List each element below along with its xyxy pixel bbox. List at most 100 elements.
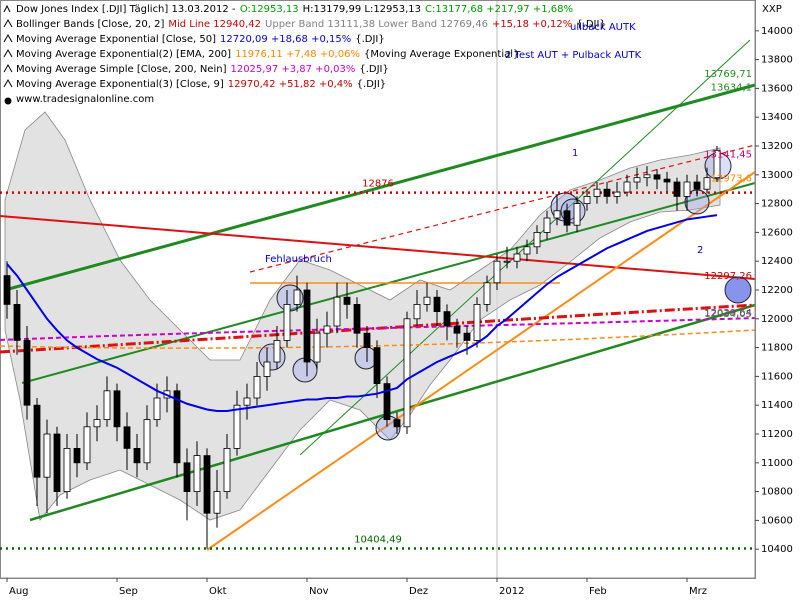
candle-body bbox=[253, 375, 261, 399]
candle-body bbox=[273, 339, 281, 363]
candle-body bbox=[503, 260, 511, 263]
ema200-line bbox=[0, 329, 756, 349]
y-tick-label: 13200 bbox=[761, 141, 793, 152]
legend-row: Moving Average Exponential [Close, 50] 12… bbox=[16, 34, 385, 45]
x-tick-label: Feb bbox=[589, 586, 607, 597]
legend-text: 12970,42 +51,82 +0,4% bbox=[228, 79, 353, 90]
candle-body bbox=[263, 361, 271, 377]
legend-text: {Moving Average Exponential} bbox=[364, 49, 519, 60]
legend-text: Upper Band 13111,38 Lower Band 12769,46 bbox=[265, 19, 488, 30]
candle-body bbox=[83, 426, 91, 464]
candle-body bbox=[153, 397, 161, 421]
legend-text: www.tradesignalonline.com bbox=[16, 94, 154, 105]
candle-body bbox=[73, 447, 81, 464]
annotation: 2 bbox=[697, 245, 703, 256]
legend-text: {.DJI} bbox=[355, 34, 385, 45]
price-label: 12297,26 bbox=[704, 271, 752, 282]
candle-body bbox=[383, 383, 391, 421]
candle-body bbox=[433, 296, 441, 313]
annotation: 1 bbox=[572, 148, 578, 159]
trend-line bbox=[29, 303, 756, 522]
legend-row: Moving Average Exponential(2) [EMA, 200]… bbox=[16, 49, 519, 60]
y-tick-label: 10400 bbox=[761, 544, 793, 555]
candle-body bbox=[393, 419, 401, 428]
legend-text: Moving Average Simple [Close, 200, Nein] bbox=[16, 64, 227, 75]
candle-body bbox=[13, 303, 21, 341]
legend-text: Moving Average Exponential(3) [Close, 9] bbox=[16, 79, 224, 90]
y-tick-label: 12800 bbox=[761, 199, 793, 210]
candle-body bbox=[23, 339, 31, 406]
y-tick-label: 10600 bbox=[761, 515, 793, 526]
legend-row: Bollinger Bands [Close, 20, 2] Mid Line 1… bbox=[16, 19, 606, 30]
candle-body bbox=[693, 181, 701, 190]
price-label: 13769,71 bbox=[704, 69, 752, 80]
legend-text: C:13177,68 +217,97 +1,68% bbox=[425, 4, 573, 15]
candle-body bbox=[243, 397, 251, 406]
price-label: 12973,6 bbox=[711, 174, 752, 185]
candle-body bbox=[553, 210, 561, 219]
candle-body bbox=[713, 149, 721, 179]
y-tick-label: 12200 bbox=[761, 285, 793, 296]
candle-body bbox=[633, 177, 641, 183]
legend-text: Mid Line 12940,42 bbox=[168, 19, 261, 30]
legend-text: Dow Jones Index [.DJI] Täglich] 13.03.20… bbox=[16, 4, 236, 15]
candle-body bbox=[473, 303, 481, 341]
y-tick-label: 13000 bbox=[761, 170, 793, 181]
candle-body bbox=[43, 433, 51, 478]
y-tick-label: 14000 bbox=[761, 26, 793, 37]
candle-body bbox=[703, 177, 711, 190]
candle-body bbox=[353, 303, 361, 334]
x-tick-label: Aug bbox=[9, 586, 29, 597]
legend-text: {.DJI} bbox=[576, 19, 606, 30]
candle-body bbox=[373, 347, 381, 385]
legend-text: Moving Average Exponential(2) [EMA, 200] bbox=[16, 49, 231, 60]
annotation: 2 Test AUT + Pulback AUTK bbox=[505, 50, 642, 61]
candle-body bbox=[423, 296, 431, 305]
legend-text: Moving Average Exponential [Close, 50] bbox=[16, 34, 216, 45]
legend-text: H:13179,99 L:12953,13 bbox=[303, 4, 421, 15]
legend-text: O:12953,13 bbox=[240, 4, 299, 15]
candle-body bbox=[293, 289, 301, 305]
candle-body bbox=[653, 174, 661, 180]
trend-line bbox=[0, 215, 756, 280]
candle-body bbox=[543, 217, 551, 233]
level-label: 12876 bbox=[362, 179, 394, 190]
candle-body bbox=[223, 447, 231, 492]
legend-text: Bollinger Bands [Close, 20, 2] bbox=[16, 19, 164, 30]
annotation: Fehlausbruch bbox=[265, 254, 332, 265]
price-label: 13141,45 bbox=[704, 149, 752, 160]
legend-row: Dow Jones Index [.DJI] Täglich] 13.03.20… bbox=[16, 4, 573, 15]
price-label: 12039,64 bbox=[704, 308, 752, 319]
candle-body bbox=[513, 253, 521, 262]
y-tick-label: 12400 bbox=[761, 256, 793, 267]
legend-text: +15,18 +0,12% bbox=[492, 19, 572, 30]
candle-body bbox=[233, 404, 241, 449]
corner-label: XXP bbox=[762, 4, 782, 15]
candle-body bbox=[33, 404, 41, 478]
y-tick-label: 13800 bbox=[761, 55, 793, 66]
y-tick-label: 12600 bbox=[761, 227, 793, 238]
legend-row: Moving Average Simple [Close, 200, Nein]… bbox=[16, 64, 389, 75]
candle-body bbox=[53, 433, 61, 492]
legend-icons bbox=[3, 4, 13, 105]
legend-text: 11976,11 +7,48 +0,06% bbox=[235, 49, 360, 60]
candle-body bbox=[663, 178, 671, 183]
candle-body bbox=[643, 174, 651, 179]
candle-body bbox=[193, 455, 201, 493]
legend-text: {.DJI} bbox=[359, 64, 389, 75]
candle-body bbox=[493, 260, 501, 284]
candle-body bbox=[93, 419, 101, 428]
trend-line bbox=[4, 83, 756, 292]
candle-body bbox=[323, 325, 331, 334]
x-tick-label: Okt bbox=[209, 586, 227, 597]
candle-body bbox=[573, 203, 581, 226]
y-tick-label: 12000 bbox=[761, 314, 793, 325]
annotation: ullback AUTK bbox=[570, 22, 636, 33]
legend-text: 12720,09 +18,68 +0,15% bbox=[220, 34, 351, 45]
candle-body bbox=[313, 332, 321, 363]
ema-line bbox=[0, 303, 756, 354]
level-label: 10404,49 bbox=[354, 535, 402, 546]
candle-body bbox=[413, 303, 421, 320]
candle-body bbox=[123, 426, 131, 449]
